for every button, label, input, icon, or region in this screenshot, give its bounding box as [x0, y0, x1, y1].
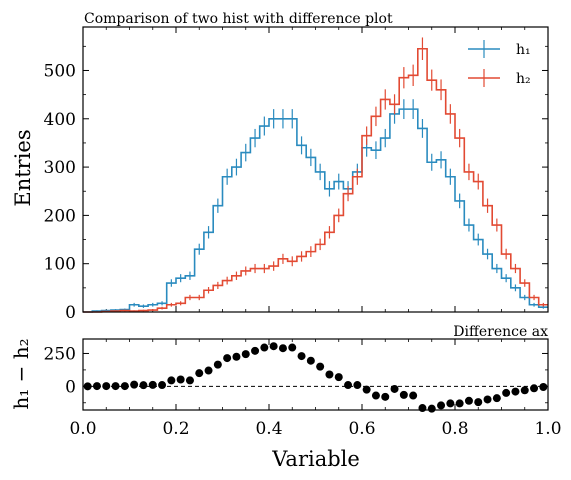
difference-point	[297, 352, 306, 361]
difference-y-axis-label: h₁ − h₂	[9, 338, 33, 409]
difference-point	[353, 381, 362, 390]
difference-point	[223, 354, 232, 363]
main-y-tick-label: 500	[44, 61, 76, 81]
difference-point	[464, 396, 473, 405]
x-tick-label: 0.0	[69, 419, 96, 439]
difference-point	[139, 381, 148, 390]
diff-y-tick-label: 0	[65, 377, 76, 397]
x-tick-label: 0.2	[162, 419, 189, 439]
difference-point	[102, 382, 111, 391]
difference-plot-frame	[82, 338, 549, 411]
x-tick-label: 0.8	[441, 419, 468, 439]
difference-point	[195, 369, 204, 378]
difference-point	[251, 346, 260, 355]
difference-point	[111, 382, 120, 391]
histogram-step-1	[83, 108, 548, 313]
difference-point	[92, 382, 101, 391]
difference-point	[530, 384, 539, 393]
x-tick-label: 0.4	[255, 419, 282, 439]
legend-h2-label: h₂	[516, 71, 531, 87]
difference-point	[381, 392, 390, 401]
difference-point	[390, 384, 399, 393]
difference-point	[399, 390, 408, 399]
difference-point	[158, 381, 167, 390]
difference-point	[120, 382, 129, 391]
x-tick-label: 0.6	[348, 419, 375, 439]
main-y-tick-label: 0	[65, 303, 76, 323]
difference-point	[371, 391, 380, 400]
difference-point	[520, 386, 529, 395]
difference-point	[325, 370, 334, 379]
main-y-tick-label: 300	[44, 158, 76, 178]
difference-point	[539, 382, 548, 391]
difference-points	[83, 342, 548, 413]
difference-point	[427, 404, 436, 413]
difference-point	[148, 380, 157, 389]
difference-point	[241, 350, 250, 359]
diff-y-tick-label: 250	[44, 344, 76, 364]
difference-point	[418, 404, 427, 413]
difference-point	[130, 380, 139, 389]
difference-point	[278, 344, 287, 353]
difference-point	[446, 399, 455, 408]
difference-point	[260, 343, 269, 352]
difference-point	[213, 360, 222, 369]
difference-point	[409, 391, 418, 400]
difference-point	[483, 395, 492, 404]
difference-point	[176, 375, 185, 384]
main-axis-ticks: 0 100 200 300 400 500	[44, 27, 549, 323]
difference-point	[316, 362, 325, 371]
difference-point	[83, 382, 92, 391]
difference-point	[232, 352, 241, 361]
main-title: Comparison of two hist with difference p…	[84, 11, 393, 27]
difference-point	[288, 343, 297, 352]
main-histograms	[83, 37, 548, 313]
difference-axis-ticks: 0 250 0.0 0.2 0.4 0.6 0.8 1.0	[44, 339, 562, 439]
difference-title: Difference ax	[453, 324, 548, 340]
difference-point	[492, 394, 501, 403]
difference-point	[185, 376, 194, 385]
main-y-tick-label: 200	[44, 206, 76, 226]
main-y-tick-label: 400	[44, 110, 76, 130]
difference-point	[502, 388, 511, 397]
difference-point	[511, 387, 520, 396]
difference-point	[437, 401, 446, 410]
difference-point	[474, 398, 483, 407]
difference-point	[306, 356, 315, 365]
histogram-step-2	[83, 47, 548, 313]
main-y-tick-label: 100	[44, 255, 76, 275]
main-plot-frame	[82, 26, 549, 313]
difference-point	[344, 381, 353, 390]
x-tick-label: 1.0	[534, 419, 561, 439]
main-y-axis-label: Entries	[11, 129, 35, 206]
legend: h₁ h₂	[468, 40, 531, 87]
difference-point	[334, 373, 343, 382]
x-axis-label: Variable	[271, 447, 360, 471]
difference-point	[362, 385, 371, 394]
difference-point	[269, 342, 278, 351]
difference-point	[455, 399, 464, 408]
legend-h1-label: h₁	[516, 42, 531, 58]
difference-point	[204, 366, 213, 375]
difference-point	[167, 376, 176, 385]
